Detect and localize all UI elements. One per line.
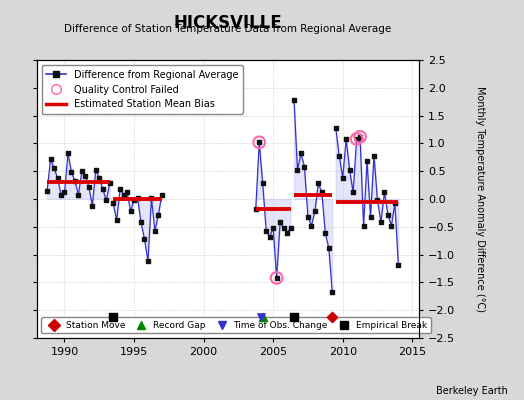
Legend: Station Move, Record Gap, Time of Obs. Change, Empirical Break: Station Move, Record Gap, Time of Obs. C…: [41, 317, 431, 334]
Point: [74, 191, 83, 198]
Point: [356, 134, 364, 140]
Point: [366, 214, 375, 220]
Point: [92, 167, 100, 173]
Point: [328, 289, 336, 296]
Point: [377, 219, 385, 226]
Point: [353, 136, 361, 142]
Point: [154, 211, 162, 218]
Point: [300, 164, 309, 170]
Point: [276, 219, 285, 226]
Point: [123, 189, 132, 196]
Point: [71, 178, 79, 184]
Point: [144, 258, 152, 264]
Point: [151, 228, 159, 234]
Point: [286, 225, 294, 231]
Point: [47, 156, 55, 162]
Point: [266, 234, 274, 240]
Point: [370, 152, 378, 159]
Point: [140, 236, 149, 242]
Point: [353, 136, 361, 142]
Point: [78, 168, 86, 174]
Point: [95, 175, 103, 181]
Point: [258, 314, 267, 320]
Point: [109, 314, 117, 320]
Point: [109, 200, 117, 207]
Point: [269, 225, 277, 231]
Point: [50, 165, 58, 172]
Point: [339, 175, 347, 181]
Point: [318, 189, 326, 196]
Point: [391, 200, 399, 207]
Point: [258, 180, 267, 187]
Point: [102, 197, 111, 203]
Point: [311, 208, 319, 214]
Point: [290, 314, 298, 320]
Point: [332, 125, 340, 131]
Point: [88, 202, 96, 209]
Point: [64, 150, 72, 157]
Point: [373, 197, 381, 203]
Point: [293, 167, 302, 173]
Point: [53, 175, 62, 181]
Point: [133, 195, 141, 201]
Point: [359, 222, 368, 229]
Y-axis label: Monthly Temperature Anomaly Difference (°C): Monthly Temperature Anomaly Difference (…: [475, 86, 485, 312]
Point: [314, 180, 323, 187]
Point: [328, 314, 336, 320]
Point: [272, 275, 281, 281]
Point: [380, 189, 389, 196]
Point: [349, 189, 357, 196]
Point: [81, 172, 90, 179]
Point: [304, 214, 312, 220]
Text: Difference of Station Temperature Data from Regional Average: Difference of Station Temperature Data f…: [64, 24, 391, 34]
Point: [279, 225, 288, 231]
Point: [342, 136, 351, 142]
Point: [297, 150, 305, 157]
Point: [283, 230, 291, 237]
Point: [60, 189, 69, 196]
Point: [262, 228, 270, 234]
Point: [307, 222, 315, 229]
Point: [256, 314, 265, 320]
Text: HICKSVILLE: HICKSVILLE: [173, 14, 282, 32]
Point: [387, 222, 396, 229]
Point: [394, 262, 402, 268]
Point: [119, 191, 128, 198]
Point: [255, 139, 264, 146]
Text: Berkeley Earth: Berkeley Earth: [436, 386, 508, 396]
Point: [113, 217, 121, 223]
Point: [255, 139, 264, 146]
Point: [356, 134, 364, 140]
Point: [290, 97, 298, 103]
Point: [384, 211, 392, 218]
Point: [158, 191, 166, 198]
Point: [43, 188, 51, 194]
Point: [126, 208, 135, 214]
Point: [67, 169, 75, 176]
Point: [252, 206, 260, 212]
Point: [85, 184, 93, 190]
Point: [105, 180, 114, 187]
Point: [137, 219, 145, 226]
Point: [321, 230, 330, 237]
Point: [130, 197, 138, 203]
Point: [116, 186, 124, 192]
Point: [147, 195, 156, 201]
Point: [345, 167, 354, 173]
Point: [99, 186, 107, 192]
Point: [324, 245, 333, 251]
Point: [363, 158, 371, 164]
Point: [335, 152, 343, 159]
Point: [57, 191, 65, 198]
Point: [272, 275, 281, 281]
